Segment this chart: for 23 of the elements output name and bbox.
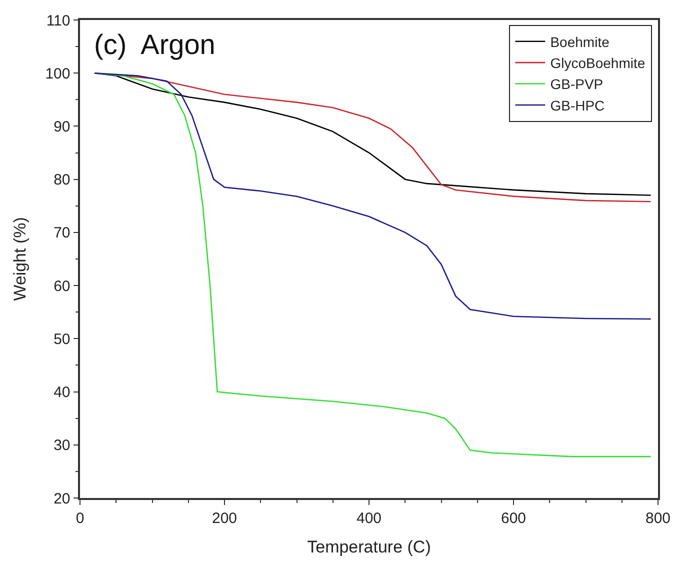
x-tick-label: 0 (76, 510, 84, 527)
y-tick-label: 30 (54, 437, 70, 454)
legend-label: GB-PVP (550, 76, 604, 92)
y-axis-title: Weight (%) (10, 217, 30, 301)
annotation: (c) Argon (94, 29, 216, 60)
x-tick-label: 400 (356, 510, 382, 527)
x-axis-title: Temperature (C) (307, 538, 431, 557)
y-tick-label: 60 (54, 278, 70, 295)
y-tick-label: 80 (54, 172, 70, 189)
x-tick-label: 200 (212, 510, 238, 527)
y-tick-label: 50 (54, 330, 70, 348)
y-tick-label: 70 (54, 224, 70, 242)
y-tick-label: 90 (54, 118, 70, 136)
y-tick-label: 40 (54, 384, 70, 402)
legend-label: Boehmite (550, 34, 610, 50)
legend-label: GlycoBoehmite (550, 55, 646, 72)
legend-label: GB-HPC (550, 97, 605, 114)
x-tick-label: 600 (500, 510, 526, 527)
y-tick-label: 110 (46, 12, 70, 30)
y-tick-label: 20 (54, 490, 70, 508)
y-tick-label: 100 (45, 65, 70, 82)
x-tick-label: 800 (645, 510, 671, 527)
line-series (94, 72, 652, 320)
